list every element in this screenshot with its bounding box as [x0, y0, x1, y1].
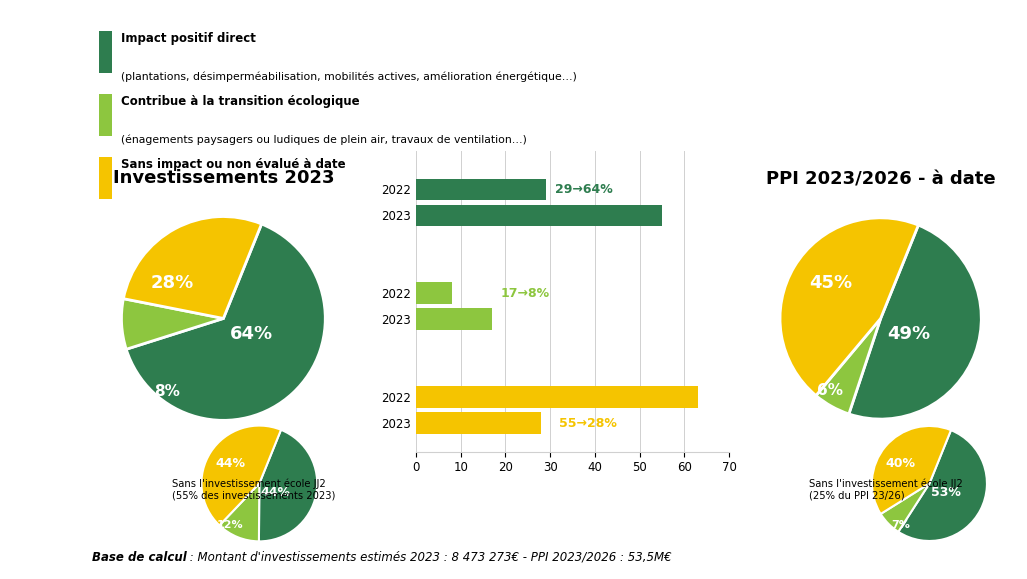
Text: Impact positif direct: Impact positif direct — [121, 32, 257, 45]
Text: (énagements paysagers ou ludiques de plein air, travaux de ventilation…): (énagements paysagers ou ludiques de ple… — [121, 134, 527, 145]
Wedge shape — [121, 299, 224, 349]
Text: 12%: 12% — [217, 520, 243, 530]
Text: 7%: 7% — [891, 520, 910, 530]
Text: Contribue à la transition écologique: Contribue à la transition écologique — [121, 95, 360, 108]
Text: Base de calcul: Base de calcul — [92, 551, 187, 564]
Title: PPI 2023/2026 - à date: PPI 2023/2026 - à date — [766, 170, 995, 188]
Bar — [416, 283, 452, 304]
Text: 44%: 44% — [261, 486, 291, 499]
Wedge shape — [126, 224, 326, 420]
FancyBboxPatch shape — [99, 157, 112, 199]
Text: 49%: 49% — [887, 325, 930, 343]
FancyBboxPatch shape — [99, 94, 112, 136]
Text: 64%: 64% — [230, 325, 273, 343]
Text: 28%: 28% — [151, 274, 194, 292]
Text: BUDGET VERT 2023 :
INVESTISSEMENTS: BUDGET VERT 2023 : INVESTISSEMENTS — [27, 188, 50, 310]
Bar — [416, 309, 492, 330]
Text: Sans l'investissement école JJ2
(55% des investissements 2023): Sans l'investissement école JJ2 (55% des… — [173, 478, 336, 500]
Text: 53%: 53% — [930, 486, 960, 499]
Wedge shape — [816, 318, 881, 414]
Text: 45%: 45% — [809, 274, 851, 292]
Wedge shape — [881, 483, 929, 532]
Text: 17→8%: 17→8% — [501, 287, 550, 300]
Wedge shape — [220, 483, 259, 541]
Text: 44%: 44% — [216, 457, 245, 470]
Title: Investissements 2023: Investissements 2023 — [113, 168, 334, 187]
Text: (plantations, désimperméabilisation, mobilités actives, amélioration énergétique: (plantations, désimperméabilisation, mob… — [121, 71, 577, 82]
Wedge shape — [259, 430, 317, 541]
Bar — [416, 412, 541, 434]
Text: 55→28%: 55→28% — [559, 416, 617, 430]
FancyBboxPatch shape — [99, 31, 112, 73]
Wedge shape — [849, 225, 981, 419]
Text: : Montant d'investissements estimés 2023 : 8 473 273€ - PPI 2023/2026 : 53,5M€: : Montant d'investissements estimés 2023… — [186, 551, 671, 564]
Text: 8%: 8% — [154, 384, 181, 400]
Text: 40%: 40% — [885, 457, 916, 470]
Wedge shape — [201, 426, 281, 525]
Bar — [416, 204, 662, 226]
Text: Sans impact ou non évalué à date: Sans impact ou non évalué à date — [121, 158, 346, 171]
Wedge shape — [123, 217, 262, 318]
Wedge shape — [872, 426, 951, 514]
Text: Sans l'investissement école JJ2
(25% du PPI 23/26): Sans l'investissement école JJ2 (25% du … — [808, 478, 962, 500]
Bar — [416, 386, 698, 408]
Bar — [416, 178, 545, 200]
Wedge shape — [899, 430, 987, 541]
Text: 6%: 6% — [817, 383, 843, 398]
Wedge shape — [781, 218, 918, 395]
Text: 29→64%: 29→64% — [555, 183, 612, 196]
